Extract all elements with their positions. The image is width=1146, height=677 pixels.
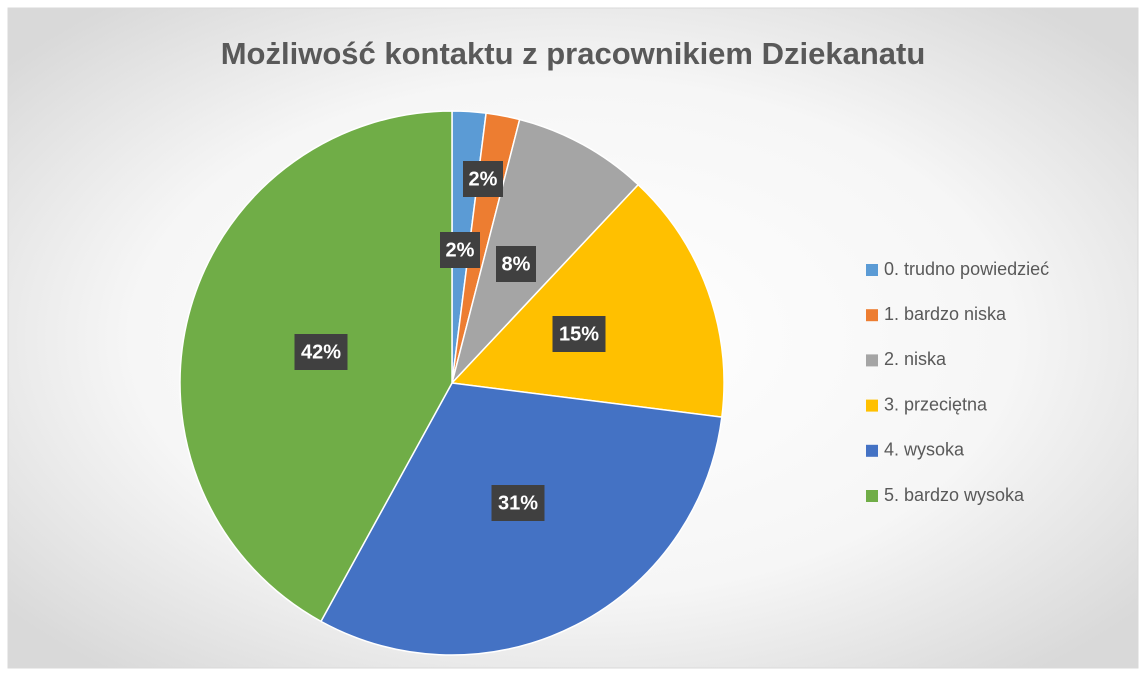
data-label: 31% [498,492,538,514]
legend-label: 1. bardzo niska [884,304,1007,324]
data-label-box [491,485,545,521]
data-label-box [496,246,536,282]
pie-slice [450,183,725,418]
legend-label: 4. wysoka [884,440,965,460]
data-label: 42% [301,341,341,363]
pie-slice [451,118,640,384]
legend-swatch [866,354,878,367]
legend-swatch [866,444,878,457]
legend-label: 0. trudno powiedzieć [884,259,1049,279]
data-label-box [463,161,503,197]
legend-swatch [866,264,878,276]
data-label: 2% [446,239,475,261]
legend-label: 2. niska [884,349,947,369]
chart-title: Możliwość kontaktu z pracownikiem Dzieka… [221,36,926,71]
data-label-box [552,316,606,352]
legend-swatch [866,309,878,322]
legend-swatch [866,490,878,502]
data-label-box [440,232,480,268]
legend-label: 3. przeciętna [884,394,988,414]
data-label: 8% [502,253,531,275]
legend-label: 5. bardzo wysoka [884,485,1025,505]
data-label: 15% [559,323,599,345]
data-label-box [294,334,348,370]
legend-swatch [866,399,878,412]
data-label: 2% [469,168,498,190]
